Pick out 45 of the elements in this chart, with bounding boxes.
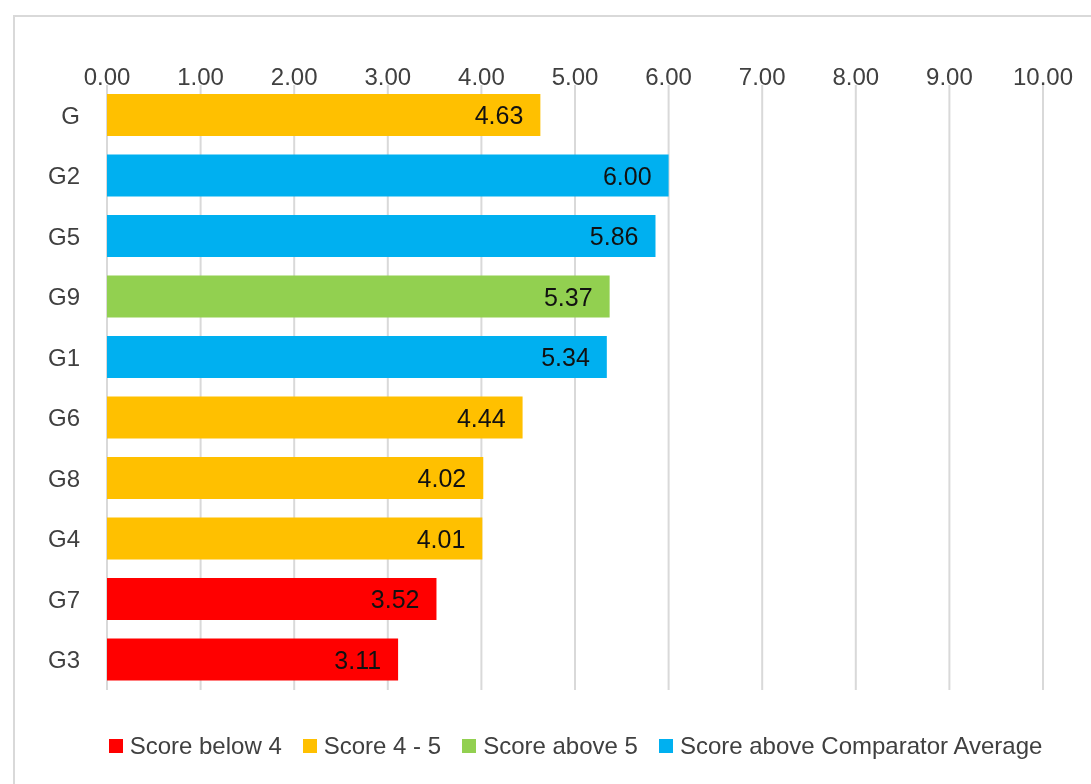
bar (107, 457, 484, 500)
data-label: 3.52 (370, 585, 420, 614)
x-tick-label: 10.00 (1012, 63, 1074, 90)
y-tick-label: G3 (47, 646, 80, 674)
y-tick-label: G9 (47, 283, 80, 311)
bar (107, 154, 669, 197)
data-label: 4.44 (456, 403, 506, 432)
x-tick-label: 0.00 (83, 63, 131, 90)
y-tick-label: G7 (47, 585, 80, 613)
y-tick-label: G4 (47, 525, 80, 553)
y-tick-label: G2 (47, 162, 80, 190)
bar (107, 336, 607, 379)
data-label: 6.00 (602, 161, 652, 190)
bar (107, 396, 523, 439)
legend-label: Score above Comparator Average (679, 732, 1043, 760)
y-tick-label: G5 (47, 222, 80, 250)
data-label: 5.37 (543, 282, 593, 311)
y-tick-label: G8 (47, 464, 80, 492)
x-tick-label: 4.00 (458, 63, 505, 90)
x-tick-label: 6.00 (645, 63, 692, 90)
bar (107, 517, 483, 560)
legend-label: Score 4 - 5 (323, 732, 442, 760)
x-tick-label: 8.00 (832, 63, 880, 90)
data-label: 4.01 (416, 524, 466, 553)
x-tick-label: 7.00 (738, 63, 786, 90)
bar (107, 578, 437, 621)
legend-label: Score above 5 (483, 732, 638, 760)
x-tick-label: 3.00 (364, 63, 412, 90)
data-label: 5.34 (541, 343, 590, 372)
x-tick-label: 1.00 (177, 63, 224, 90)
x-tick-label: 9.00 (926, 63, 973, 90)
data-label: 3.11 (334, 645, 382, 674)
legend-label: Score below 4 (129, 732, 282, 760)
x-tick-label: 5.00 (551, 63, 599, 90)
data-label: 5.86 (589, 222, 639, 251)
bar (107, 94, 541, 137)
y-tick-label: G6 (47, 404, 80, 432)
bar (107, 215, 656, 258)
bar (107, 638, 399, 681)
data-label: 4.02 (417, 464, 467, 493)
y-tick-label: G (61, 101, 80, 129)
data-label: 4.63 (474, 101, 524, 130)
x-tick-label: 2.00 (270, 63, 318, 90)
y-tick-label: G1 (47, 343, 80, 371)
bar (107, 275, 610, 318)
